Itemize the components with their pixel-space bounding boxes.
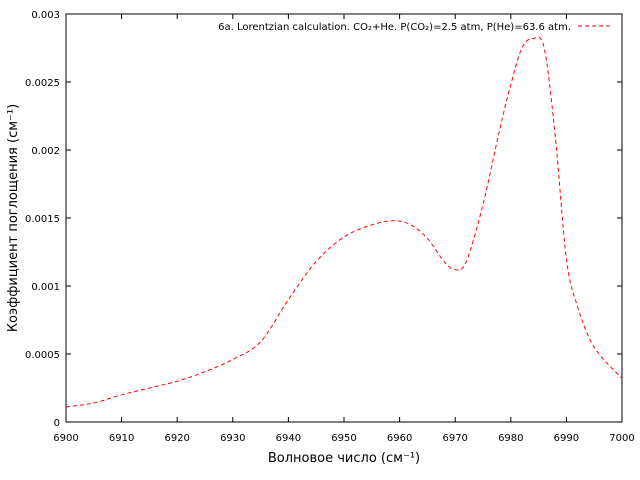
x-tick-label: 6950: [331, 433, 356, 444]
x-tick-label: 6930: [220, 433, 245, 444]
x-tick-label: 6910: [109, 433, 134, 444]
x-tick-label: 6980: [498, 433, 523, 444]
legend-label: 6a. Lorentzian calculation. CO₂+He. P(CO…: [218, 22, 571, 33]
series-layer: [65, 36, 623, 408]
x-tick-label: 7000: [609, 433, 634, 444]
y-tick-label: 0.0015: [25, 214, 60, 225]
x-axis-label: Волновое число (см⁻¹): [268, 451, 420, 466]
y-tick-label: 0: [54, 418, 60, 429]
legend: 6a. Lorentzian calculation. CO₂+He. P(CO…: [218, 22, 612, 33]
y-tick-label: 0.0025: [25, 78, 60, 89]
y-tick-label: 0.001: [31, 282, 60, 293]
y-tick-label: 0.003: [31, 10, 60, 21]
series-line: [65, 36, 623, 408]
y-tick-label: 0.002: [31, 146, 60, 157]
x-tick-label: 6960: [387, 433, 412, 444]
x-tick-label: 6990: [554, 433, 579, 444]
plot-frame: [65, 13, 623, 423]
x-tick-label: 6920: [164, 433, 189, 444]
x-tick-label: 6900: [53, 433, 78, 444]
x-tick-label: 6940: [276, 433, 301, 444]
y-ticks: 0 0.0005 0.001 0.0015 0.002 0.0025 0.003: [25, 10, 622, 429]
x-tick-label: 6970: [442, 433, 467, 444]
y-axis-label: Коэффициент поглощения (см⁻¹): [6, 104, 21, 332]
y-tick-label: 0.0005: [25, 350, 60, 361]
x-ticks: 6900 6910 6920 6930 6940 6950 6960 6970 6980 6990…: [53, 14, 635, 444]
